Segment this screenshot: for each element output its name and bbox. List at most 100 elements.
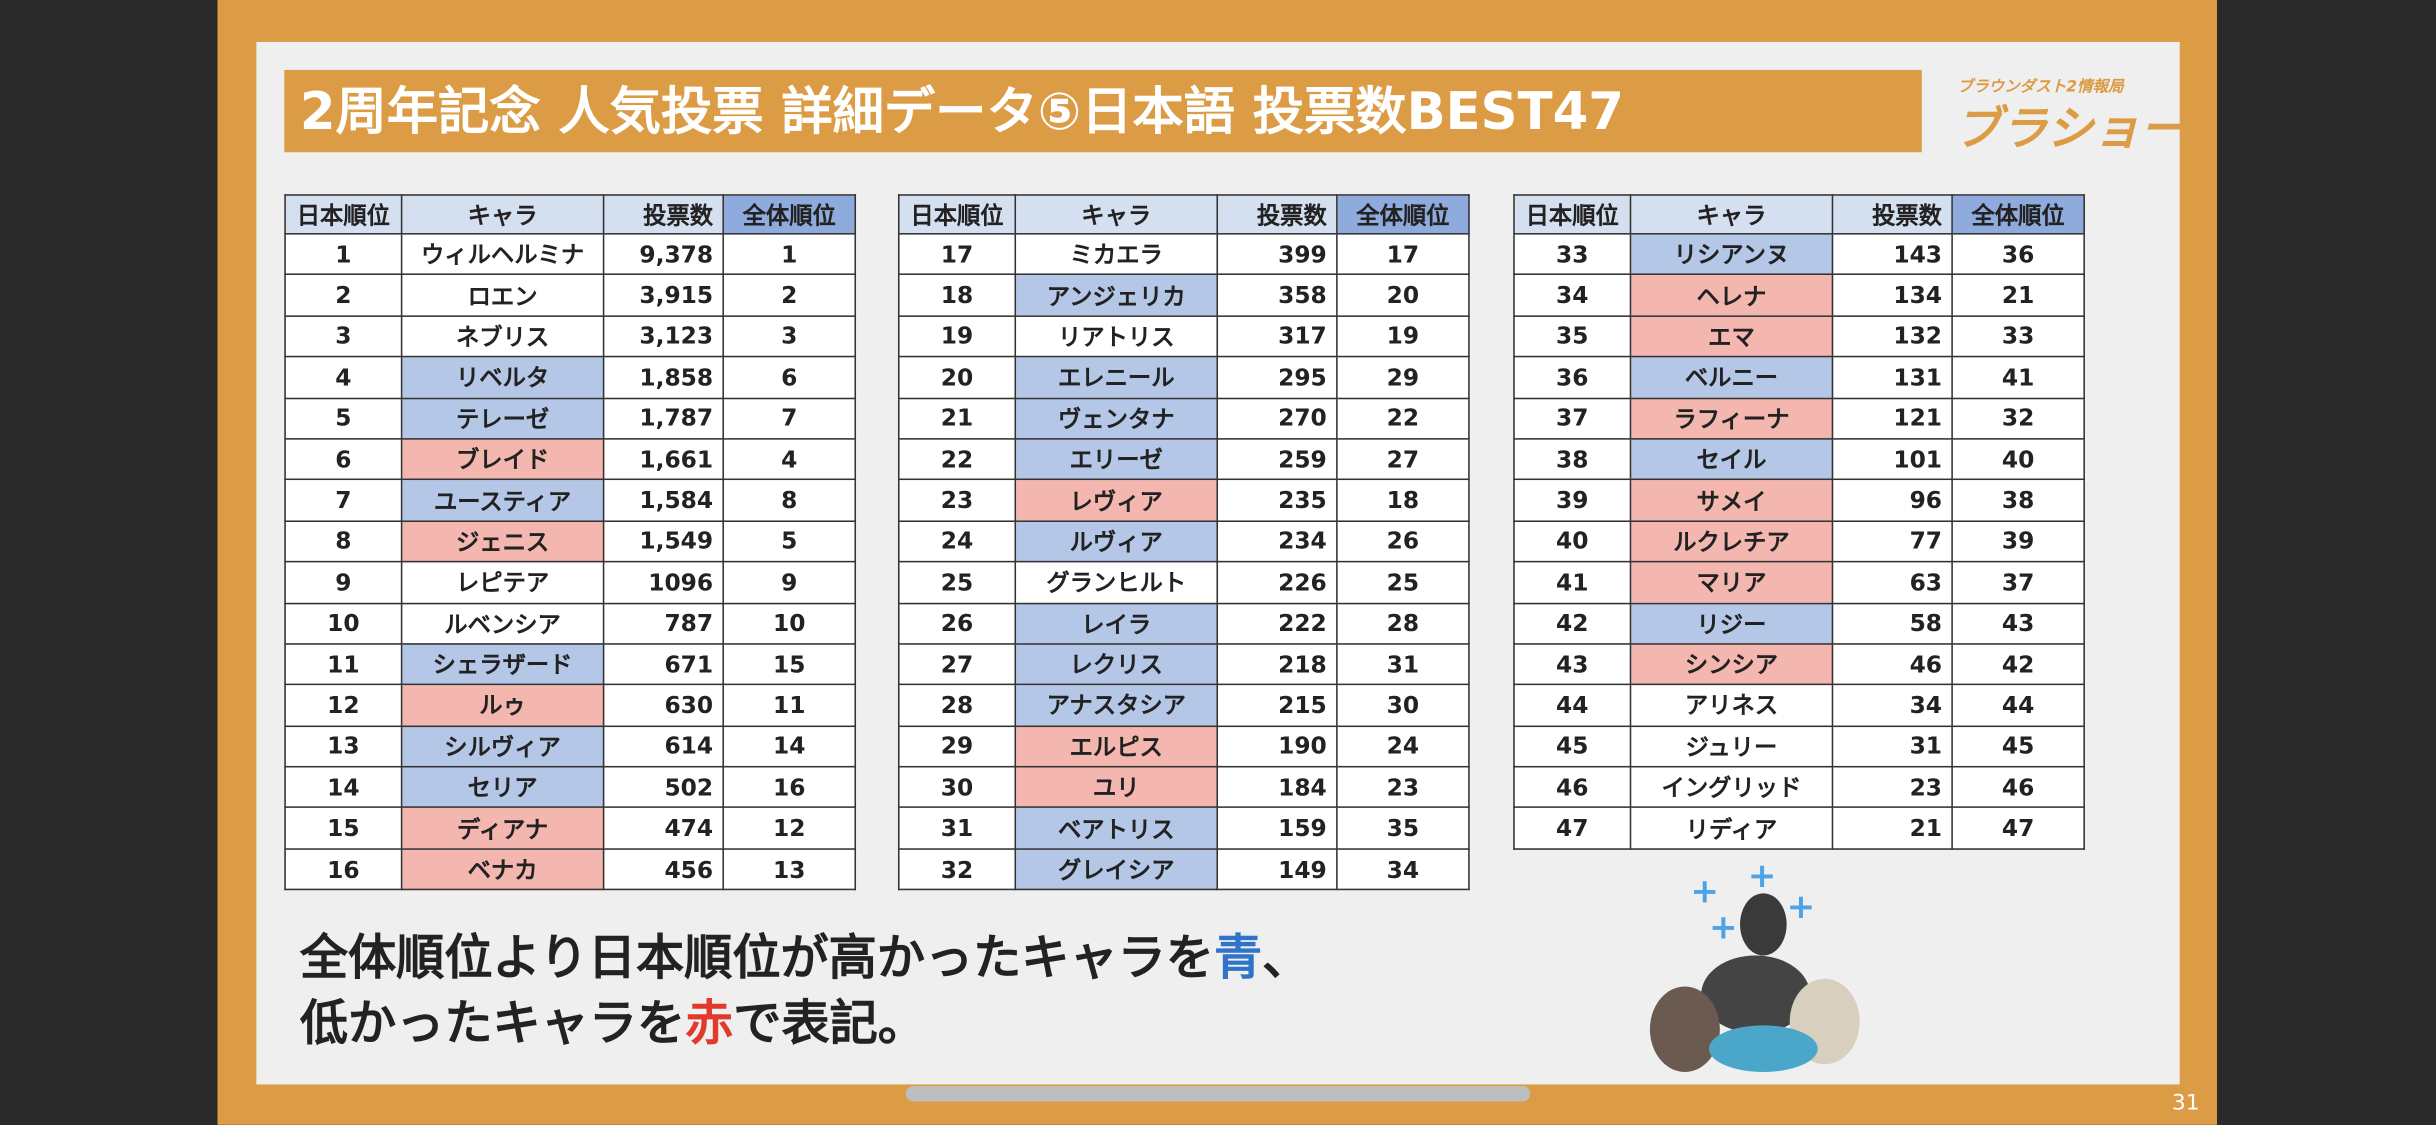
cell: 1,661	[602, 438, 724, 481]
cell: 22	[1336, 397, 1470, 440]
row: 33 リシアンヌ 143 36	[1513, 233, 2085, 276]
logo: ブラショー!	[1954, 102, 2208, 157]
row: 7 ユースティア 1,584 8	[284, 479, 857, 522]
row: 44 アリネス 34 44	[1513, 684, 2085, 727]
cell: 21	[1831, 807, 1953, 850]
cell: 134	[1831, 274, 1953, 317]
cell: 1096	[602, 561, 724, 604]
row: 18 アンジェリカ 358 20	[897, 274, 1470, 317]
cell: 29	[897, 725, 1017, 768]
cell: グレイシア	[1014, 848, 1219, 891]
cell: サメイ	[1629, 479, 1834, 522]
cell: 6	[284, 438, 403, 481]
row: 39 サメイ 96 38	[1513, 479, 2085, 522]
cell: 41	[1951, 356, 2085, 399]
cell: イングリッド	[1629, 766, 1834, 809]
row: 29 エルピス 190 24	[897, 725, 1470, 768]
cell: 17	[897, 233, 1017, 276]
cell: 12	[722, 807, 857, 850]
cell: レピテア	[400, 561, 605, 604]
cell: 77	[1831, 520, 1953, 563]
ranking-table: 日本順位 キャラ 投票数 全体順位 1 ウィルヘルミナ 9,378 1 2 ロエン 3,915 2 3 ネ…	[284, 194, 857, 891]
row: 6 ブレイド 1,661 4	[284, 438, 857, 481]
row: 32 グレイシア 149 34	[897, 848, 1470, 891]
row: 20 エレニール 295 29	[897, 356, 1470, 399]
text: 赤	[685, 995, 734, 1052]
cell: 222	[1216, 602, 1338, 645]
cell: 11	[722, 684, 857, 727]
cell: ディアナ	[400, 807, 605, 850]
cell: 39	[1513, 479, 1632, 522]
cell: 8	[284, 520, 403, 563]
cell: 42	[1951, 643, 2085, 686]
cell: 190	[1216, 725, 1338, 768]
row: 9 レピテア 1096 9	[284, 561, 857, 604]
cell: 9,378	[602, 233, 724, 276]
cell: 40	[1951, 438, 2085, 481]
cell: 143	[1831, 233, 1953, 276]
cell: 45	[1951, 725, 2085, 768]
cell: 11	[284, 643, 403, 686]
cell: 1,858	[602, 356, 724, 399]
cell: 19	[1336, 315, 1470, 358]
cell: グランヒルト	[1014, 561, 1219, 604]
cell: 215	[1216, 684, 1338, 727]
row: 16 ベナカ 456 13	[284, 848, 857, 891]
cell: ラフィーナ	[1629, 397, 1834, 440]
cell: 9	[284, 561, 403, 604]
cell: 23	[897, 479, 1017, 522]
cell: 671	[602, 643, 724, 686]
cell: 15	[284, 807, 403, 850]
column-header: 投票数	[602, 194, 724, 235]
cell: 32	[1951, 397, 2085, 440]
cell: ヴェンタナ	[1014, 397, 1219, 440]
row: 19 リアトリス 317 19	[897, 315, 1470, 358]
cell: 630	[602, 684, 724, 727]
cell: 43	[1513, 643, 1632, 686]
cell: 42	[1513, 602, 1632, 645]
cell: 10	[722, 602, 857, 645]
header-row: 日本順位 キャラ 投票数 全体順位	[284, 194, 857, 235]
cell: 46	[1513, 766, 1632, 809]
cell: ユースティア	[400, 479, 605, 522]
caption-line: 全体順位より日本順位が高かったキャラを青、	[300, 926, 1310, 991]
cell: 16	[284, 848, 403, 891]
cell: 121	[1831, 397, 1953, 440]
row: 31 ベアトリス 159 35	[897, 807, 1470, 850]
cell: 21	[897, 397, 1017, 440]
row: 12 ルゥ 630 11	[284, 684, 857, 727]
cell: 25	[897, 561, 1017, 604]
cell: エマ	[1629, 315, 1834, 358]
cell: 34	[1336, 848, 1470, 891]
cell: 30	[897, 766, 1017, 809]
cell: 7	[722, 397, 857, 440]
cell: 29	[1336, 356, 1470, 399]
cell: ベアトリス	[1014, 807, 1219, 850]
text: で表記。	[733, 995, 926, 1052]
row: 21 ヴェンタナ 270 22	[897, 397, 1470, 440]
row: 10 ルベンシア 787 10	[284, 602, 857, 645]
row: 4 リベルタ 1,858 6	[284, 356, 857, 399]
cell: レクリス	[1014, 643, 1219, 686]
row: 41 マリア 63 37	[1513, 561, 2085, 604]
cell: ヘレナ	[1629, 274, 1834, 317]
text: 低かったキャラを	[299, 995, 686, 1052]
cell: 20	[897, 356, 1017, 399]
cell: 33	[1513, 233, 1632, 276]
row: 36 ベルニー 131 41	[1513, 356, 2085, 399]
cell: 358	[1216, 274, 1338, 317]
cell: 270	[1216, 397, 1338, 440]
row: 30 ユリ 184 23	[897, 766, 1470, 809]
cell: 34	[1831, 684, 1953, 727]
text: 、	[1262, 930, 1311, 987]
column-header: キャラ	[400, 194, 605, 235]
cell: 1	[284, 233, 403, 276]
cell: ジェニス	[400, 520, 605, 563]
cell: 6	[722, 356, 857, 399]
ranking-table: 日本順位 キャラ 投票数 全体順位 33 リシアンヌ 143 36 34 ヘレナ 134 21 35 エマ…	[1513, 194, 2085, 850]
cell: 3	[722, 315, 857, 358]
cell: 27	[1336, 438, 1470, 481]
logo-subtitle: ブラウンダスト2情報局	[1957, 79, 2124, 97]
cell: マリア	[1629, 561, 1834, 604]
